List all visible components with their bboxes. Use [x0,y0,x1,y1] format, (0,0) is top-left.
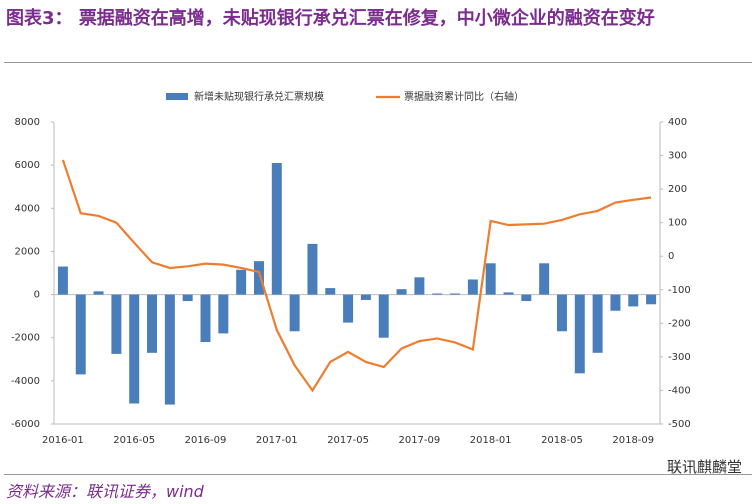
bar [592,294,603,353]
bar [164,294,175,405]
bar [360,294,371,300]
line [61,159,652,393]
y-tick-label: -4000 [11,376,40,387]
bar [450,293,461,295]
bar [396,289,407,295]
x-tick-label: 2017-01 [256,435,298,446]
bar [271,162,282,295]
bar [521,294,532,302]
y-tick-label: 2000 [15,246,40,257]
bar [93,291,104,295]
bar [432,293,443,295]
bar [75,294,86,375]
y-tick-label: -6000 [11,419,40,430]
legend-label: 票据融资累计同比（右轴） [404,90,524,103]
y2-tick-label: 100 [668,218,687,229]
bar [307,243,318,295]
bar [182,294,193,302]
bar [218,294,229,334]
source: 资料来源：联讯证券，wind [6,482,204,501]
bar [111,294,122,354]
x-tick-label: 2017-05 [327,435,369,446]
y-tick-label: 8000 [15,117,40,128]
y2-tick-label: -500 [668,419,691,430]
y-tick-label: 4000 [15,203,40,214]
figure-label: 图表3： [6,8,73,29]
x-tick-label: 2016-09 [185,435,227,446]
bar [467,279,478,295]
y2-tick-label: -300 [668,352,691,363]
chart-title: 图表3： 票据融资在高增，未贴现银行承兑汇票在修复，中小微企业的融资在变好 [6,6,750,31]
x-tick-label: 2018-05 [541,435,583,446]
bar [253,261,264,295]
logo: 联讯麒麟堂 [666,458,742,476]
bar [556,294,567,332]
divider [4,62,752,63]
x-tick-label: 2016-05 [113,435,155,446]
bar [147,294,158,353]
y-tick-label: 6000 [15,160,40,171]
legend-swatch [166,93,188,100]
bar [200,294,211,343]
y2-tick-label: -100 [668,285,691,296]
bar [628,294,639,307]
bar [236,269,247,295]
title-text: 票据融资在高增，未贴现银行承兑汇票在修复，中小微企业的融资在变好 [78,8,655,29]
bar [485,263,496,295]
divider [4,474,752,475]
bar [378,294,389,338]
bar [646,294,657,305]
bar [57,266,68,295]
bar [129,294,140,404]
bar [414,277,425,295]
y2-tick-label: -200 [668,318,691,329]
x-tick-label: 2018-01 [470,435,512,446]
x-tick-label: 2017-09 [398,435,440,446]
y-tick-label: -2000 [11,333,40,344]
x-tick-label: 2016-01 [42,435,84,446]
y2-tick-label: 400 [668,117,687,128]
bar [503,292,514,295]
bar [539,263,550,295]
legend-label: 新增未贴现银行承兑汇票规模 [194,90,324,103]
bar [289,294,300,332]
y2-tick-label: 200 [668,184,687,195]
bar [343,294,354,323]
bar [574,294,585,374]
bar [325,288,336,295]
y2-tick-label: 0 [668,251,674,262]
y2-tick-label: 300 [668,151,687,162]
bar [610,294,621,311]
x-tick-label: 2018-09 [612,435,654,446]
y2-tick-label: -400 [668,385,691,396]
y-tick-label: 0 [34,290,40,301]
